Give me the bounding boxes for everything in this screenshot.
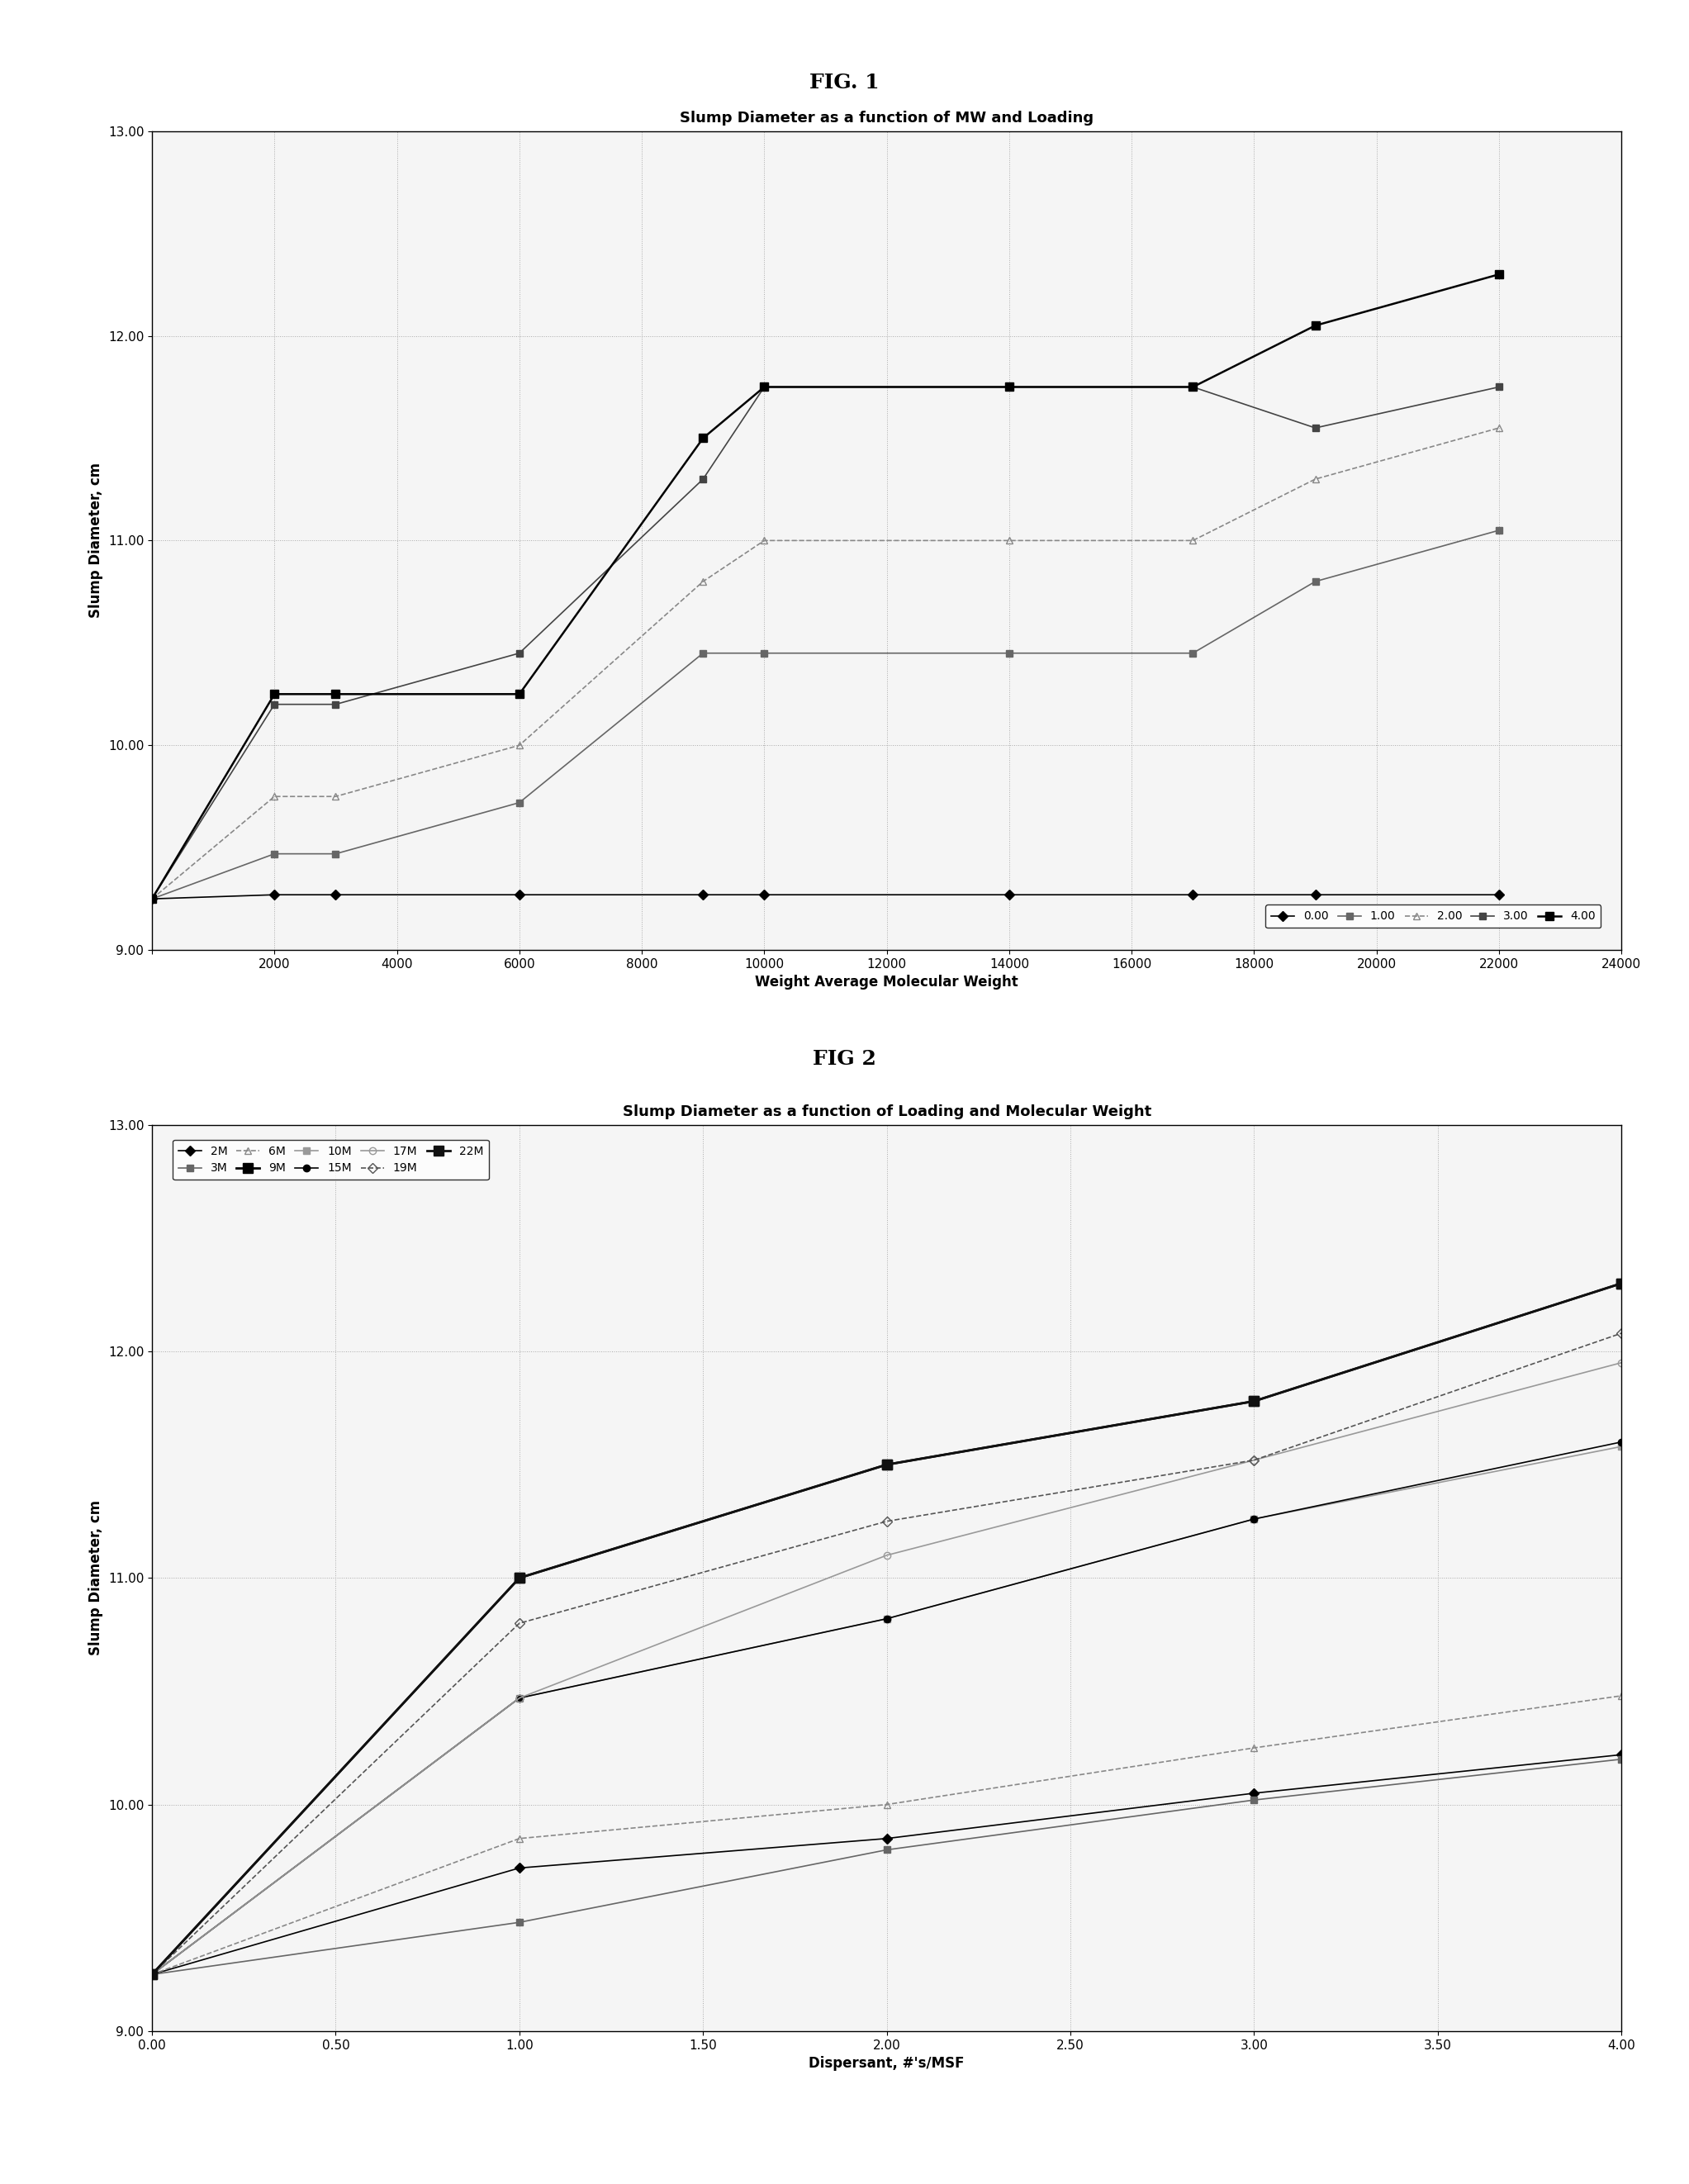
Text: FIG 2: FIG 2 <box>812 1048 877 1070</box>
Text: FIG. 1: FIG. 1 <box>809 72 880 94</box>
Legend: 2M, 3M, 6M, 9M, 10M, 15M, 17M, 19M, 22M: 2M, 3M, 6M, 9M, 10M, 15M, 17M, 19M, 22M <box>172 1140 490 1179</box>
X-axis label: Weight Average Molecular Weight: Weight Average Molecular Weight <box>755 974 1018 989</box>
Title: Slump Diameter as a function of MW and Loading: Slump Diameter as a function of MW and L… <box>679 111 1094 124</box>
X-axis label: Dispersant, #'s/MSF: Dispersant, #'s/MSF <box>809 2055 964 2070</box>
Y-axis label: Slump Diameter, cm: Slump Diameter, cm <box>88 1500 103 1655</box>
Y-axis label: Slump Diameter, cm: Slump Diameter, cm <box>88 463 103 618</box>
Title: Slump Diameter as a function of Loading and Molecular Weight: Slump Diameter as a function of Loading … <box>622 1105 1152 1118</box>
Legend: 0.00, 1.00, 2.00, 3.00, 4.00: 0.00, 1.00, 2.00, 3.00, 4.00 <box>1265 904 1601 928</box>
